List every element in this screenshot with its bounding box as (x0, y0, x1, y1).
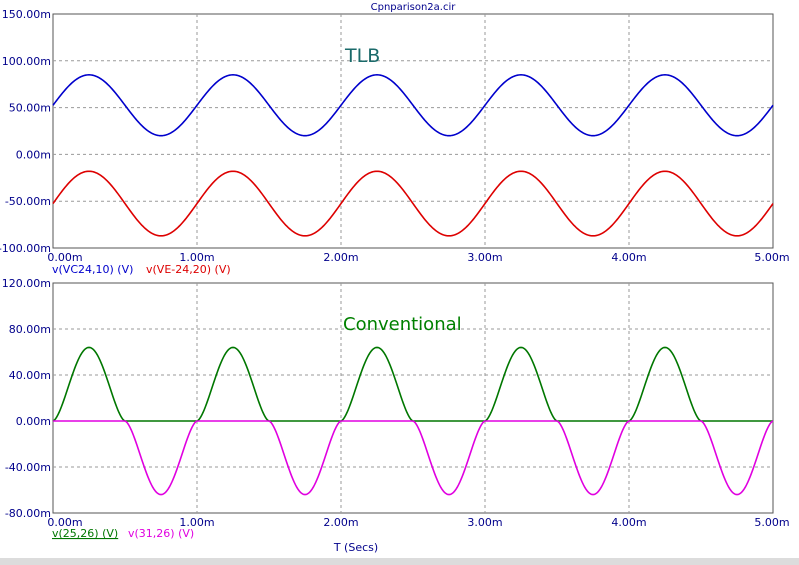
y-tick-label: 100.00m (2, 55, 51, 68)
x-tick-label: 2.00m (323, 251, 358, 264)
panel-annotation: Conventional (343, 314, 462, 335)
tlb-panel: 0.00m 1.00m 2.00m 3.00m 4.00m 5.00m 150.00m 100… (0, 8, 790, 276)
series-line-magenta (53, 420, 774, 496)
series-line-red (52, 170, 774, 237)
conventional-panel: 0.00m 1.00m 2.00m 3.00m 4.00m 5.00m 120.00m 80.… (2, 277, 790, 540)
y-tick-label: 0.00m (16, 415, 51, 428)
series-line-green (52, 346, 773, 422)
legend-entry[interactable]: v(VE-24,20) (V) (146, 263, 231, 276)
x-tick-label: 4.00m (611, 516, 646, 529)
y-tick-label: 120.00m (2, 277, 51, 290)
x-tick-label: 3.00m (467, 516, 502, 529)
x-tick-label: 5.00m (754, 516, 789, 529)
x-axis-label: T (Secs) (333, 541, 378, 554)
y-tick-label: 50.00m (9, 102, 51, 115)
x-tick-label: 3.00m (467, 251, 502, 264)
x-tick-label: 0.00m (47, 251, 82, 264)
x-tick-label: 5.00m (754, 251, 789, 264)
y-tick-label: 150.00m (2, 8, 51, 21)
x-tick-label: 1.00m (179, 516, 214, 529)
y-tick-label: 0.00m (16, 148, 51, 161)
plot-frame (52, 13, 774, 249)
legend-entry[interactable]: v(25,26) (V) (52, 527, 118, 540)
legend-entry[interactable]: v(31,26) (V) (128, 527, 194, 540)
x-tick-label: 0.00m (47, 516, 82, 529)
x-tick-label: 1.00m (179, 251, 214, 264)
panel-annotation: TLB (344, 45, 380, 67)
x-tick-label: 4.00m (611, 251, 646, 264)
y-tick-label: -80.00m (5, 507, 51, 520)
y-tick-label: -100.00m (0, 242, 51, 255)
y-tick-label: 40.00m (9, 369, 51, 382)
y-tick-label: 80.00m (9, 323, 51, 336)
legend-entry[interactable]: v(VC24,10) (V) (52, 263, 133, 276)
bottom-status-strip (0, 558, 799, 565)
series-line-blue (52, 74, 774, 137)
x-tick-label: 2.00m (323, 516, 358, 529)
y-tick-label: -40.00m (5, 461, 51, 474)
plot-frame (52, 282, 774, 514)
y-tick-label: -50.00m (5, 195, 51, 208)
chart-title: Cpnparison2a.cir (371, 2, 457, 13)
